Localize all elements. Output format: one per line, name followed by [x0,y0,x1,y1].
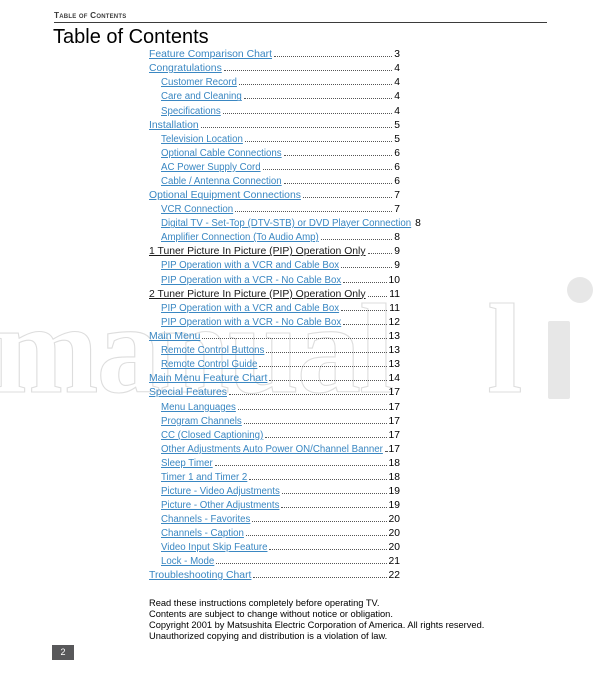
svg-text:l: l [487,278,523,420]
